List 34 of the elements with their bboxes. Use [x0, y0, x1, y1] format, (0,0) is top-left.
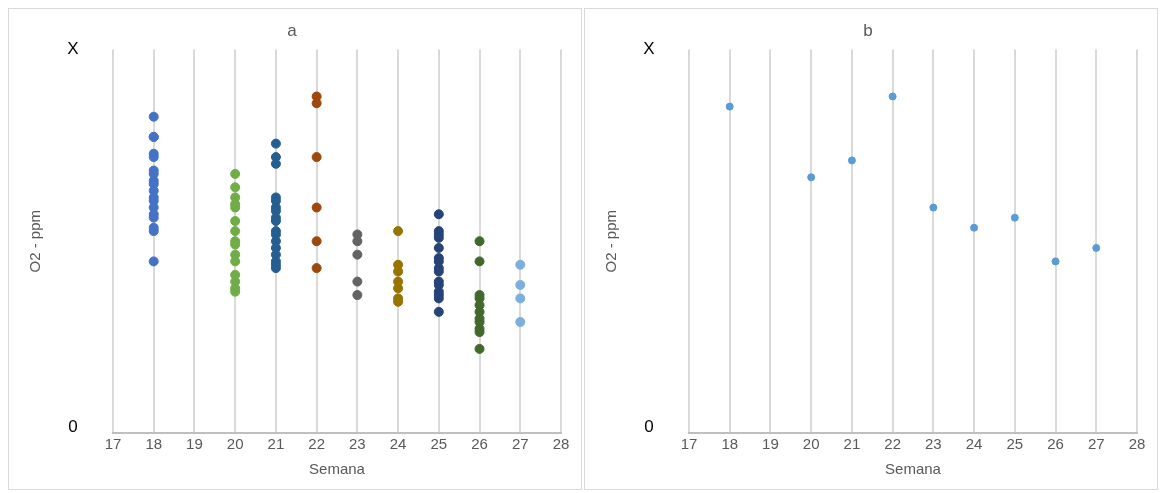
text: 0: [68, 416, 78, 436]
text: X: [643, 39, 655, 59]
x-tick-label: 23: [925, 435, 942, 453]
x-tick-label: 28: [1128, 435, 1146, 453]
x-tick-label: 26: [471, 435, 488, 453]
x-tick-label: 25: [430, 435, 448, 453]
x-tick-label: 17: [680, 435, 698, 453]
x-tick-label: 25: [1006, 435, 1024, 453]
x-tick-label: 27: [511, 435, 529, 453]
x-tick-label: 27: [1087, 435, 1105, 453]
x-tick-label: 19: [762, 435, 779, 453]
x-tick-label: 28: [552, 435, 570, 453]
x-tick-label: 18: [145, 435, 163, 453]
x-tick-label: 20: [802, 435, 820, 453]
x-tick-label: 21: [267, 435, 285, 453]
x-tick-label: 19: [186, 435, 203, 453]
text: 0: [644, 416, 654, 436]
chart-title: a: [287, 20, 298, 40]
x-tick-label: 20: [226, 435, 244, 453]
y-axis-title: O2 - ppm: [602, 209, 620, 273]
x-axis-title: Semana: [309, 460, 366, 478]
x-tick-label: 26: [1047, 435, 1064, 453]
x-tick-label: 18: [721, 435, 739, 453]
chart-title: b: [863, 20, 873, 40]
x-tick-label: 21: [843, 435, 861, 453]
y-axis-title: O2 - ppm: [26, 209, 44, 273]
x-tick-label: 22: [884, 435, 901, 453]
x-tick-label: 22: [308, 435, 325, 453]
x-tick-label: 17: [104, 435, 122, 453]
x-tick-label: 24: [965, 435, 983, 453]
x-tick-label: 23: [349, 435, 366, 453]
x-tick-label: 24: [389, 435, 407, 453]
text: X: [67, 39, 79, 59]
x-axis-title: Semana: [885, 460, 942, 478]
